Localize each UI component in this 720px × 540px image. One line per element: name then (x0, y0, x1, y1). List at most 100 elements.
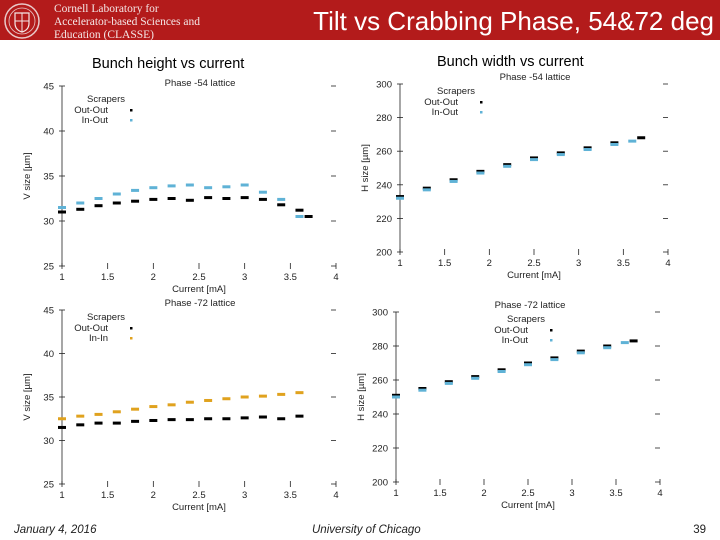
data-point (258, 415, 267, 419)
data-point (76, 423, 85, 427)
data-point (576, 351, 585, 355)
data-point (149, 405, 158, 409)
footer-date: January 4, 2016 (14, 524, 97, 536)
x-tick-label: 2.5 (192, 272, 205, 283)
y-tick-label: 280 (372, 342, 388, 353)
x-tick-label: 3.5 (284, 490, 297, 501)
data-point (58, 206, 66, 209)
data-point (167, 197, 176, 200)
y-tick-label: 240 (372, 410, 388, 421)
legend-marker (480, 111, 483, 114)
data-point (277, 197, 286, 201)
data-point (449, 178, 458, 182)
data-point (471, 376, 480, 380)
x-tick-label: 1.5 (438, 258, 451, 269)
legend-title: Scrapers (507, 314, 545, 325)
legend-marker (550, 329, 553, 332)
y-tick-label: 45 (43, 82, 54, 93)
data-point (476, 169, 485, 173)
y-axis-label: H size [µm] (356, 373, 367, 421)
data-point (550, 356, 559, 360)
data-point (112, 421, 121, 425)
x-tick-label: 3.5 (609, 488, 622, 499)
x-tick-label: 2 (487, 258, 492, 269)
y-tick-label: 280 (376, 113, 392, 124)
data-point (222, 185, 231, 189)
data-point (550, 358, 559, 362)
x-tick-label: 3 (242, 272, 247, 283)
x-tick-label: 1 (393, 488, 398, 499)
x-tick-label: 3 (569, 488, 574, 499)
data-point (629, 339, 638, 343)
y-tick-label: 25 (43, 262, 54, 273)
x-tick-label: 1 (59, 490, 64, 501)
data-point (497, 370, 506, 373)
chart-h-size-54: 200 220 240 260 280 300 1 1.5 2 2.5 3 3.5 4 Current [… (350, 70, 720, 297)
data-point (204, 196, 213, 200)
legend-title: Scrapers (437, 86, 475, 97)
chart-title: Phase -54 lattice (165, 78, 236, 89)
page-number: 39 (693, 524, 706, 536)
x-tick-label: 2.5 (192, 490, 205, 501)
data-point (556, 151, 565, 155)
data-point (277, 417, 286, 421)
data-point (603, 344, 612, 348)
data-point (418, 388, 427, 392)
data-point (503, 164, 512, 168)
x-axis-label: Current [mA] (172, 284, 226, 295)
data-point (222, 397, 231, 401)
data-point (620, 341, 629, 345)
x-axis-label: Current [mA] (172, 502, 226, 513)
data-point (94, 197, 103, 200)
chart-title: Phase -54 lattice (500, 72, 571, 83)
data-point (295, 391, 304, 395)
data-point (610, 142, 619, 146)
data-point (185, 183, 194, 187)
y-tick-label: 300 (376, 80, 392, 91)
legend-marker (480, 101, 483, 104)
chart-v-size-54: 25 30 35 40 45 1 1.5 2 2.5 3 3.5 4 Current [mA] V siz… (0, 72, 350, 299)
logo-line: Accelerator-based Sciences and (54, 16, 200, 28)
data-point (58, 210, 66, 214)
data-point (185, 418, 194, 422)
x-tick-label: 3.5 (284, 272, 297, 283)
y-tick-label: 300 (372, 308, 388, 319)
data-point (94, 421, 103, 425)
data-point (131, 188, 140, 192)
legend-title: Scrapers (87, 94, 125, 105)
y-tick-label: 200 (372, 478, 388, 489)
x-tick-label: 4 (657, 488, 662, 499)
x-axis-label: Current [mA] (501, 500, 555, 511)
data-point (240, 196, 249, 200)
data-point (258, 190, 267, 194)
data-point (240, 416, 249, 420)
logo-line: Cornell Laboratory for (54, 3, 159, 15)
data-point (277, 203, 286, 207)
legend-marker (550, 339, 553, 342)
x-tick-label: 1.5 (101, 490, 114, 501)
legend-label: Out-Out (494, 325, 528, 336)
data-point (185, 400, 194, 404)
y-axis-label: V size [µm] (22, 152, 33, 199)
x-tick-label: 1.5 (433, 488, 446, 499)
chart-v-size-72-svg: 25 30 35 40 45 1 1.5 2 2.5 3 3.5 4 Current [mA] V siz… (22, 298, 339, 513)
data-point (418, 387, 427, 390)
data-point (167, 184, 176, 188)
x-tick-label: 2.5 (527, 258, 540, 269)
chart-h-size-54-svg: 200 220 240 260 280 300 1 1.5 2 2.5 3 3.5 4 Current [… (360, 72, 671, 281)
data-point (396, 196, 404, 200)
legend-marker (130, 109, 133, 112)
data-point (240, 395, 249, 399)
y-tick-label: 30 (43, 436, 54, 447)
x-tick-label: 1.5 (101, 272, 114, 283)
x-tick-label: 2 (151, 490, 156, 501)
y-axis-label: V size [µm] (22, 373, 33, 420)
data-point (112, 410, 121, 414)
chart-h-size-72-svg: 200 220 240 260 280 300 1 1.5 2 2.5 3 3.5 4 Current [… (356, 300, 663, 511)
footer-institution: University of Chicago (312, 524, 421, 536)
data-point (295, 215, 304, 218)
y-tick-label: 35 (43, 393, 54, 404)
data-point (131, 419, 140, 423)
data-point (530, 156, 538, 160)
data-point (185, 198, 194, 202)
